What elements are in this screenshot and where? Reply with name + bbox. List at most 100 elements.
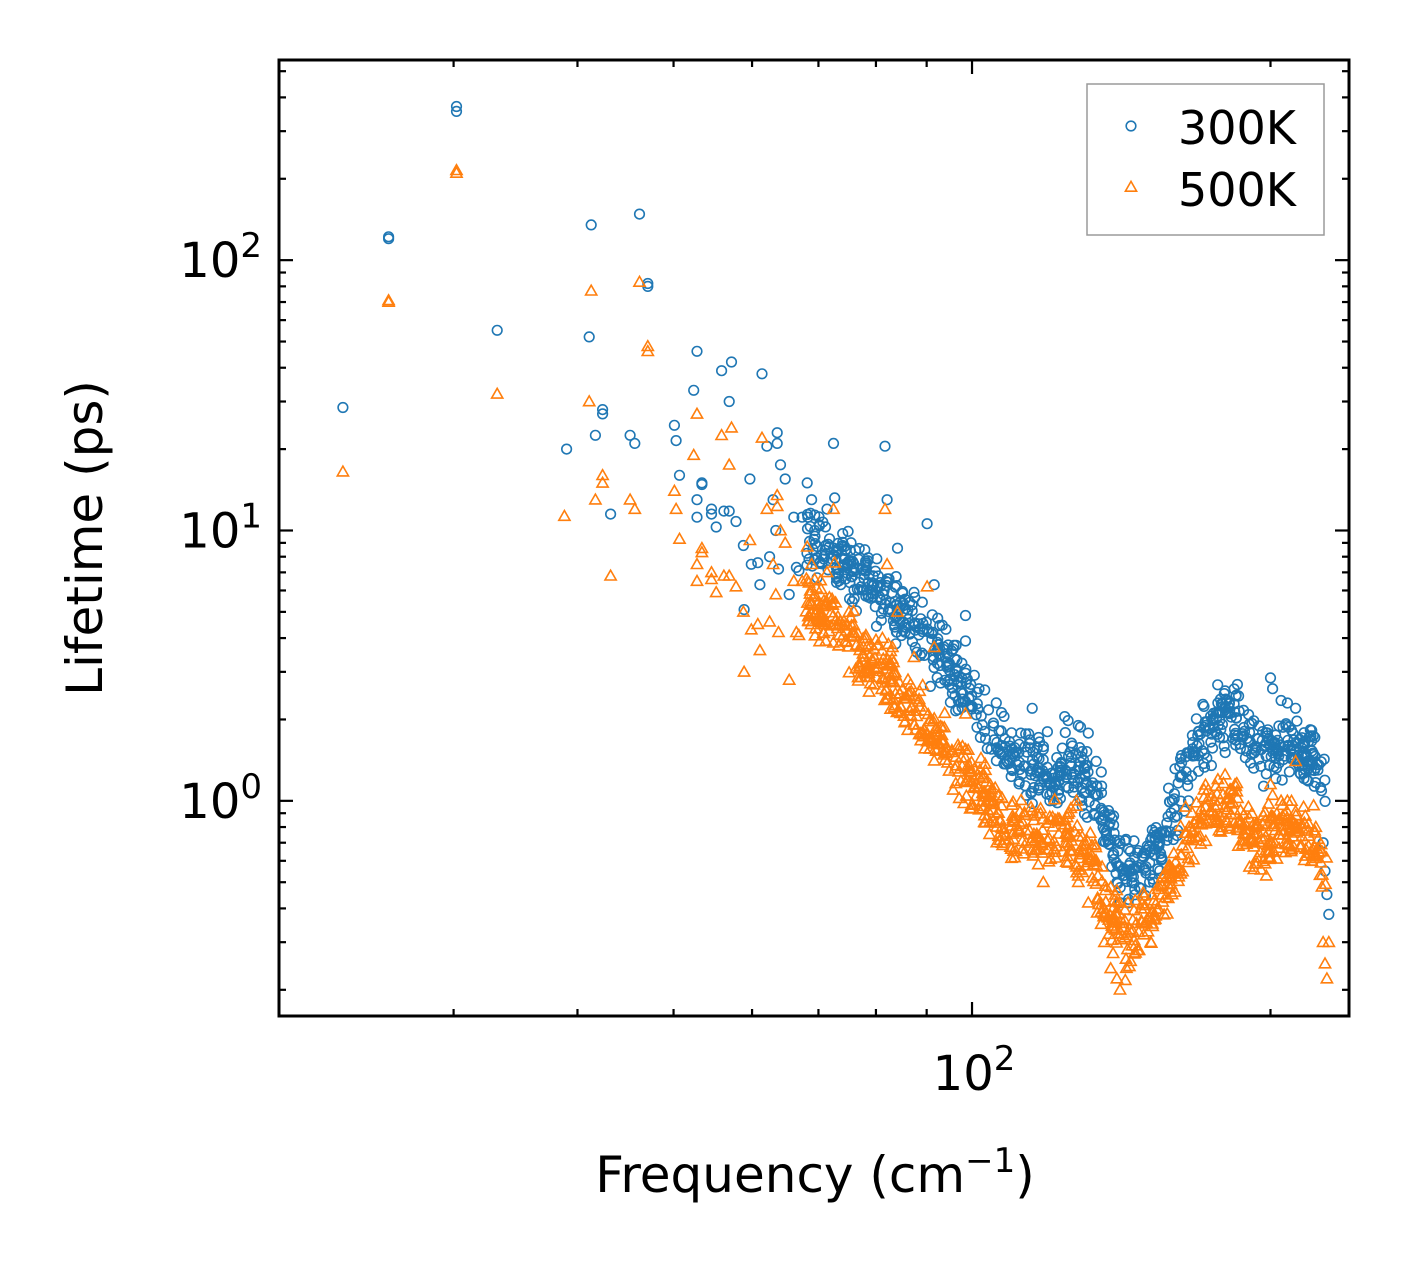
data-point: [870, 638, 885, 651]
data-point: [1314, 855, 1328, 868]
data-point: [865, 592, 877, 604]
tick-labels: 102 100 101 102: [179, 226, 1015, 1102]
data-point: [883, 671, 898, 685]
data-point: [1103, 961, 1118, 974]
data-point: [1108, 905, 1123, 919]
data-point: [1239, 752, 1251, 764]
data-point: [988, 734, 1000, 746]
data-point: [955, 687, 967, 699]
data-point: [1123, 953, 1138, 967]
data-point: [893, 686, 907, 699]
data-point: [629, 437, 641, 450]
data-point: [705, 503, 718, 515]
data-point: [1071, 874, 1086, 888]
data-point: [860, 666, 875, 679]
data-point: [1222, 818, 1237, 832]
data-point: [1051, 826, 1066, 839]
data-point: [1006, 794, 1021, 807]
data-point: [744, 473, 756, 485]
data-point: [1083, 825, 1098, 839]
data-point: [1298, 848, 1313, 861]
data-point: [624, 429, 636, 441]
data-point: [939, 744, 954, 758]
data-point: [1069, 798, 1084, 812]
data-point: [690, 557, 704, 570]
data-point: [1081, 811, 1093, 823]
data-point: [450, 100, 463, 113]
data-point: [1103, 880, 1118, 893]
data-point: [1161, 891, 1176, 904]
data-point: [999, 827, 1014, 840]
data-point: [1297, 816, 1312, 829]
data-point: [965, 796, 980, 810]
data-point: [1143, 934, 1158, 948]
data-point: [868, 578, 880, 590]
data-point: [1102, 804, 1115, 817]
data-point: [1149, 848, 1161, 861]
data-point: [696, 478, 708, 491]
data-point: [450, 105, 463, 117]
data-point: [984, 782, 999, 795]
data-point: [899, 626, 911, 638]
data-point: [827, 555, 842, 568]
data-point: [1207, 707, 1219, 720]
data-point: [1147, 893, 1162, 906]
data-point: [988, 780, 1003, 793]
data-point: [920, 579, 935, 592]
data-point: [921, 706, 936, 720]
data-point: [762, 614, 777, 627]
data-point: [1112, 895, 1127, 908]
data-point: [1011, 759, 1023, 771]
data-point: [804, 557, 819, 570]
data-point: [1162, 782, 1175, 794]
data-point: [1006, 814, 1021, 828]
data-point: [1064, 833, 1079, 846]
data-point: [1255, 760, 1267, 772]
data-point: [1231, 678, 1243, 691]
data-point: [921, 623, 933, 635]
data-point: [1183, 747, 1195, 759]
data-point: [1102, 834, 1114, 846]
data-point: [1171, 873, 1186, 887]
data-point: [878, 501, 892, 515]
data-point: [799, 604, 814, 617]
data-point: [1050, 779, 1062, 791]
data-point: [979, 684, 991, 696]
data-point: [1173, 818, 1188, 832]
data-point: [924, 680, 937, 693]
data-point: [603, 568, 618, 581]
data-point: [826, 635, 841, 648]
data-point: [1121, 895, 1135, 908]
data-point: [1095, 766, 1107, 778]
data-point: [1016, 768, 1028, 780]
data-point: [718, 505, 730, 517]
data-point: [640, 344, 655, 357]
data-point: [921, 518, 933, 530]
data-point: [1106, 946, 1121, 959]
data-point: [768, 587, 783, 600]
data-point: [1026, 754, 1039, 766]
data-point: [1179, 825, 1194, 839]
data-point: [1231, 838, 1246, 852]
data-point: [1055, 844, 1070, 857]
data-point: [1095, 802, 1107, 815]
data-point: [1188, 829, 1203, 843]
data-point: [808, 628, 822, 641]
data-point: [1256, 808, 1271, 821]
data-point: [1057, 812, 1072, 825]
data-point: [1254, 862, 1268, 875]
data-point: [1012, 824, 1027, 837]
data-point: [840, 616, 855, 630]
data-point: [1319, 774, 1331, 786]
data-point: [1319, 971, 1334, 984]
data-point: [823, 533, 836, 545]
data-point: [1074, 721, 1087, 733]
data-point: [875, 614, 887, 626]
data-point: [1120, 833, 1132, 846]
data-point: [1171, 810, 1183, 822]
data-point: [1106, 920, 1121, 933]
data-point: [1108, 887, 1123, 900]
data-point: [949, 758, 964, 771]
data-point: [1194, 801, 1209, 815]
data-point: [843, 593, 856, 605]
